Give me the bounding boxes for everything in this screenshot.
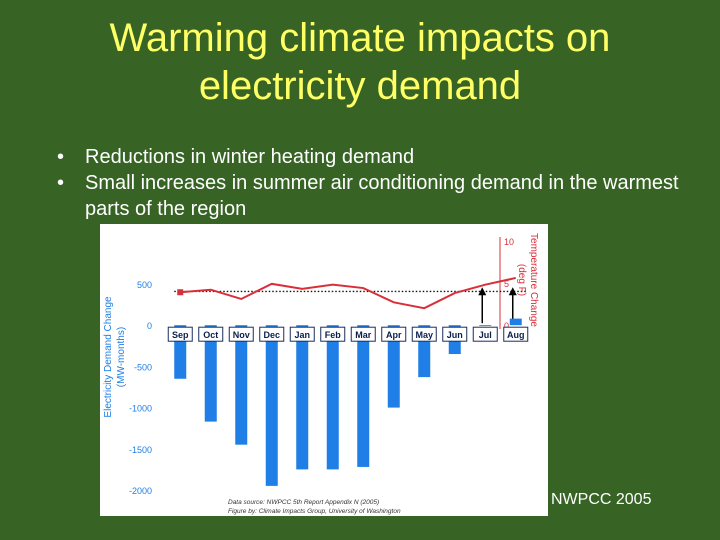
bar-Aug	[509, 318, 522, 326]
month-box	[259, 326, 285, 342]
month-box	[167, 326, 193, 342]
bullet-list: Reductions in winter heating demand Smal…	[55, 144, 705, 222]
temperature-line	[180, 276, 516, 310]
credit-text: NWPCC 2005	[551, 491, 652, 508]
month-box	[228, 326, 254, 342]
y-tick-label: 500	[137, 280, 152, 290]
month-box	[289, 326, 315, 342]
y2-tick-label: 5	[504, 279, 509, 289]
y-tick-label: -2000	[129, 486, 152, 496]
month-box	[503, 326, 529, 342]
y-axis-title: Electricity Demand Change	[103, 296, 114, 418]
y-tick-label: 0	[147, 321, 152, 331]
y-tick-label: -500	[134, 362, 152, 372]
month-label-Dec: Dec	[263, 330, 280, 340]
title-line-2: electricity demand	[198, 64, 522, 108]
month-label-Apr: Apr	[386, 330, 402, 340]
temperature-marker	[177, 289, 184, 296]
demand-chart: 500 0 -500 -1000 -1500 -2000 10 5 0 Sep Oct Nov Dec…	[103, 233, 539, 515]
y-axis-subtitle: (MW-months)	[116, 327, 127, 387]
month-box	[198, 326, 224, 342]
month-label-Feb: Feb	[325, 330, 342, 340]
chart-text: Electricity Demand Change (MW-months) Temp…	[103, 233, 539, 515]
month-box	[411, 326, 437, 342]
month-label-Nov: Nov	[233, 330, 250, 340]
month-label-May: May	[415, 330, 433, 340]
month-labels: Sep Oct Nov Dec Jan Feb Mar Apr May Jun Jul Aug	[167, 326, 529, 342]
month-box	[381, 326, 407, 342]
bar-series	[174, 318, 522, 486]
bar-Apr	[387, 325, 400, 408]
bullet-item-1: Reductions in winter heating demand	[55, 144, 705, 170]
chart-axes: 500 0 -500 -1000 -1500 -2000 10 5 0	[129, 237, 526, 496]
y2-axis-title: Temperature Change	[528, 233, 539, 327]
y2-tick-label: 10	[504, 237, 514, 247]
title-line-1: Warming climate impacts on	[109, 16, 611, 60]
month-label-Sep: Sep	[172, 330, 189, 340]
y2-axis-subtitle: (deg F)	[516, 264, 527, 296]
slide-title: Warming climate impacts on electricity d…	[0, 14, 720, 110]
month-box	[320, 326, 346, 342]
month-label-Oct: Oct	[203, 330, 218, 340]
y-tick-label: -1500	[129, 445, 152, 455]
month-label-Jul: Jul	[479, 330, 492, 340]
bar-Dec	[265, 325, 278, 486]
y2-tick-label: 0	[504, 321, 509, 331]
month-label-Mar: Mar	[355, 330, 372, 340]
source-line-2: Figure by: Climate Impacts Group, Univer…	[228, 508, 401, 515]
arrowhead-Jul	[478, 287, 487, 296]
bar-Nov	[235, 325, 248, 445]
bar-Jan	[296, 325, 309, 470]
month-label-Jun: Jun	[447, 330, 463, 340]
bar-Feb	[326, 325, 339, 470]
month-box	[350, 326, 376, 342]
month-label-Jan: Jan	[294, 330, 310, 340]
month-box	[472, 326, 498, 342]
bar-Jul	[479, 325, 492, 327]
temperature-series	[177, 276, 516, 310]
y-tick-label: -1000	[129, 404, 152, 414]
bar-Oct	[204, 325, 217, 422]
bar-Mar	[357, 325, 370, 467]
bullet-item-2: Small increases in summer air conditioni…	[55, 170, 705, 222]
source-line-1: Data source: NWPCC 5th Report Appendix N…	[228, 499, 379, 506]
month-box	[442, 326, 468, 342]
month-label-Aug: Aug	[507, 330, 525, 340]
chart-panel: 500 0 -500 -1000 -1500 -2000 10 5 0 Sep Oct Nov Dec…	[100, 224, 548, 516]
arrowhead-Aug	[508, 287, 517, 296]
